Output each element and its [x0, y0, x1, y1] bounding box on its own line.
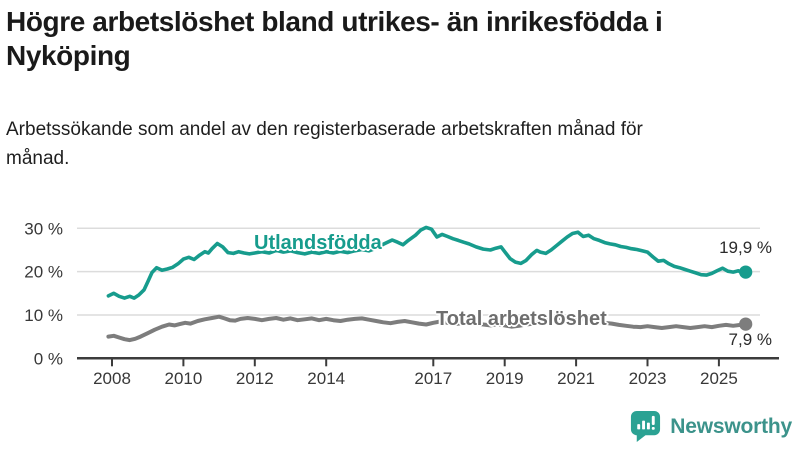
newsworthy-logo-icon [631, 410, 661, 443]
svg-text:2017: 2017 [414, 369, 452, 388]
svg-text:2025: 2025 [700, 369, 738, 388]
svg-text:0 %: 0 % [34, 349, 63, 368]
svg-text:2008: 2008 [93, 369, 131, 388]
svg-text:2023: 2023 [629, 369, 667, 388]
series-label-utlandsfodda: Utlandsfödda [254, 232, 382, 254]
series-label-total-arbetsloshet: Total arbetslöshet [436, 308, 607, 330]
svg-text:10 %: 10 % [24, 306, 63, 325]
end-value-label-utlandsfodda: 19,9 % [719, 238, 772, 257]
svg-text:2021: 2021 [557, 369, 595, 388]
end-value-label-total: 7,9 % [728, 330, 772, 349]
newsworthy-logo-text: Newsworthy [670, 414, 792, 438]
svg-text:2012: 2012 [236, 369, 274, 388]
chart-subtitle: Arbetssökande som andel av den registerb… [6, 119, 643, 169]
svg-text:30 %: 30 % [24, 219, 63, 238]
svg-text:2014: 2014 [307, 369, 345, 388]
svg-text:2019: 2019 [486, 369, 524, 388]
svg-text:2010: 2010 [164, 369, 202, 388]
page-title: Högre arbetslöshet bland utrikes- än inr… [6, 6, 663, 71]
svg-text:20 %: 20 % [24, 263, 63, 282]
newsworthy-logo: Newsworthy [629, 409, 792, 444]
